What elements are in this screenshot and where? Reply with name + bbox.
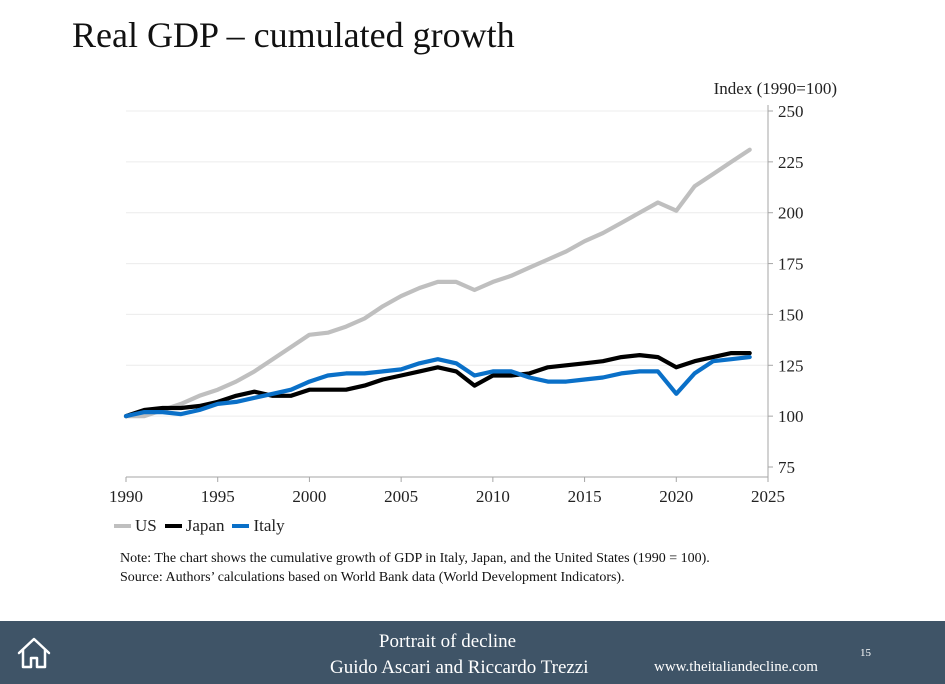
y-tick-label: 250	[778, 102, 804, 121]
chart-notes: Note: The chart shows the cumulative gro…	[120, 549, 710, 587]
legend-item-us: US	[114, 516, 157, 536]
y-tick-label: 200	[778, 204, 804, 223]
slide-title: Real GDP – cumulated growth	[72, 15, 515, 55]
home-icon[interactable]	[16, 635, 52, 671]
y-tick-label: 100	[778, 407, 804, 426]
footer-bar: Portrait of decline Guido Ascari and Ric…	[0, 621, 945, 684]
series-line-us	[123, 147, 752, 419]
x-tick-label: 2015	[568, 487, 602, 506]
y-tick-label: 225	[778, 153, 804, 172]
y-tick-label: 125	[778, 356, 804, 375]
footer-title: Portrait of decline	[378, 631, 517, 652]
x-tick-label: 2010	[476, 487, 510, 506]
page-number: 15	[860, 647, 871, 659]
y-tick-label: 75	[778, 458, 795, 477]
y-tick-label: 150	[778, 305, 804, 324]
legend-label-italy: Italy	[253, 516, 285, 535]
legend-swatch-us	[114, 524, 131, 528]
x-tick-label: 1990	[109, 487, 143, 506]
chart-source: Source: Authors’ calculations based on W…	[120, 570, 625, 585]
series-line-japan	[123, 351, 752, 419]
footer-url[interactable]: www.theitaliandecline.com	[654, 659, 818, 675]
x-tick-label: 2025	[751, 487, 785, 506]
chart-legend: US Japan Italy	[114, 516, 293, 536]
footer-authors: Guido Ascari and Riccardo Trezzi	[330, 657, 589, 678]
gdp-line-chart: 1990 1995 2000 2005 2010 2015 2020 2025 75 100 125…	[109, 79, 837, 506]
x-tick-label: 2005	[384, 487, 418, 506]
legend-swatch-japan	[164, 524, 182, 528]
series-line-italy	[123, 355, 752, 419]
legend-swatch-italy	[232, 524, 250, 528]
x-tick-label: 1995	[201, 487, 235, 506]
x-tick-label: 2020	[659, 487, 693, 506]
legend-label-us: US	[135, 516, 157, 535]
chart-note: Note: The chart shows the cumulative gro…	[120, 551, 710, 566]
y-axis-label: Index (1990=100)	[714, 79, 837, 98]
legend-item-italy: Italy	[232, 516, 285, 536]
legend-label-japan: Japan	[185, 516, 225, 535]
legend-item-japan: Japan	[164, 516, 225, 536]
y-tick-label: 175	[778, 255, 804, 274]
x-tick-label: 2000	[292, 487, 326, 506]
